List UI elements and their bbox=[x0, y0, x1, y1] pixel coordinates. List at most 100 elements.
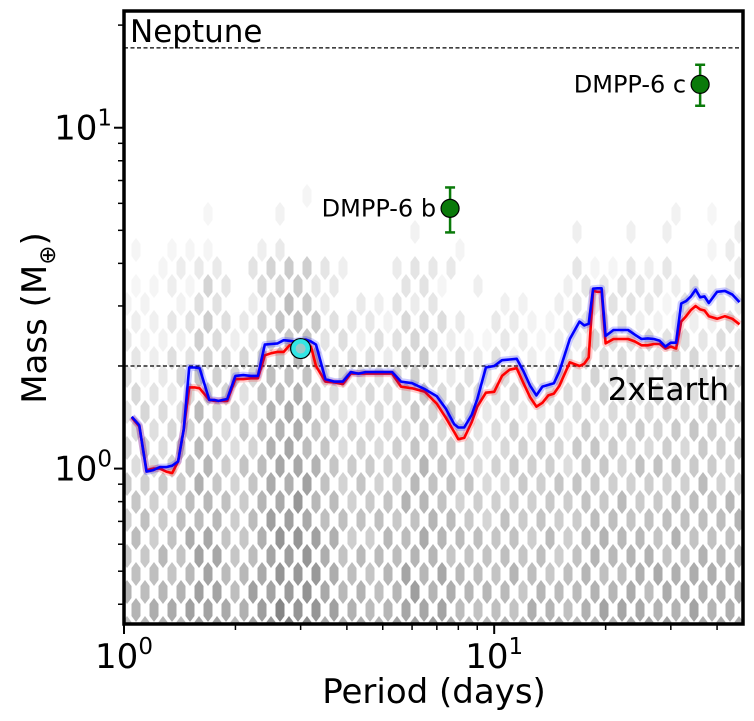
hexbin-cell bbox=[446, 544, 456, 568]
hexbin-cell bbox=[140, 580, 150, 604]
hexbin-cell bbox=[257, 310, 267, 334]
hexbin-cell bbox=[455, 598, 465, 622]
hexbin-cell bbox=[689, 310, 699, 334]
series-lines bbox=[129, 284, 743, 477]
hexbin-cell bbox=[401, 526, 411, 550]
hexbin-cell bbox=[581, 562, 591, 586]
hexbin-cell bbox=[563, 598, 573, 622]
hexbin-cell bbox=[230, 616, 240, 624]
hexbin-cell bbox=[518, 400, 528, 424]
hexbin-cell bbox=[725, 454, 735, 478]
hexbin-cell bbox=[608, 400, 618, 424]
hexbin-cell bbox=[365, 490, 375, 514]
hexbin-cell bbox=[275, 418, 285, 442]
hexbin-cell bbox=[194, 436, 204, 460]
hexbin-cell bbox=[518, 616, 528, 624]
hexbin-cell bbox=[626, 220, 636, 244]
hexbin-cell bbox=[744, 382, 753, 406]
hexbin-cell bbox=[203, 346, 213, 370]
hexbin-cell bbox=[158, 256, 168, 280]
hexbin-cell bbox=[554, 472, 564, 496]
hexbin-cell bbox=[176, 292, 186, 316]
hexbin-cell bbox=[518, 292, 528, 316]
hexbin-cell bbox=[329, 310, 339, 334]
hexbin-cell bbox=[698, 364, 708, 388]
hexbin-cell bbox=[212, 364, 222, 388]
hexbin-cell bbox=[392, 616, 402, 624]
tick-base: 10 bbox=[465, 637, 508, 677]
hexbin-cell bbox=[149, 274, 159, 298]
hexbin-cell bbox=[744, 310, 753, 334]
hexbin-cell bbox=[419, 454, 429, 478]
hexbin-cell bbox=[365, 310, 375, 334]
hexbin-cell bbox=[455, 310, 465, 334]
hexbin-cell bbox=[680, 436, 690, 460]
hexbin-cell bbox=[203, 490, 213, 514]
y-tick-label: 100 bbox=[54, 447, 112, 490]
hexbin-cell bbox=[626, 400, 636, 424]
hexbin-cell bbox=[158, 328, 168, 352]
hexbin-cell bbox=[284, 508, 294, 532]
hexbin-cell bbox=[275, 598, 285, 622]
hexbin-cell bbox=[644, 292, 654, 316]
hexbin-cell bbox=[716, 544, 726, 568]
y-tick-label: 101 bbox=[54, 106, 112, 149]
hexbin-cell bbox=[221, 346, 231, 370]
hexbin-cell bbox=[212, 544, 222, 568]
hexbin-cell bbox=[608, 364, 618, 388]
hexbin-cell bbox=[266, 580, 276, 604]
hexbin-cell bbox=[653, 382, 663, 406]
hexbin-cell bbox=[464, 364, 474, 388]
hexbin-cell bbox=[680, 472, 690, 496]
hexbin-cell bbox=[500, 400, 510, 424]
hexbin-cell bbox=[698, 400, 708, 424]
hexbin-cell bbox=[149, 454, 159, 478]
hexbin-cell bbox=[124, 292, 132, 316]
hexbin-cell bbox=[167, 238, 177, 262]
hexbin-cell bbox=[446, 364, 456, 388]
hexbin-cell bbox=[140, 364, 150, 388]
hexbin-cell bbox=[527, 382, 537, 406]
hexbin-cell bbox=[581, 310, 591, 334]
hexbin-cell bbox=[176, 580, 186, 604]
hexbin-cell bbox=[212, 436, 222, 460]
hexbin-cell bbox=[446, 580, 456, 604]
hexbin-cell bbox=[257, 274, 267, 298]
hexbin-cell bbox=[428, 472, 438, 496]
hexbin-cell bbox=[329, 382, 339, 406]
hexbin-cell bbox=[338, 580, 348, 604]
y-axis-label: Mass (M⊕) bbox=[15, 232, 61, 404]
hexbin-cell bbox=[662, 544, 672, 568]
hexbin-cell bbox=[185, 418, 195, 442]
hexbin-cell bbox=[744, 418, 753, 442]
hexbin-cell bbox=[356, 400, 366, 424]
hexbin-cell bbox=[635, 490, 645, 514]
hexbin-cell bbox=[581, 490, 591, 514]
hexbin-cell bbox=[185, 346, 195, 370]
hexbin-cell bbox=[446, 472, 456, 496]
hexbin-cell bbox=[401, 310, 411, 334]
hexbin-cell bbox=[455, 382, 465, 406]
hexbin-cell bbox=[671, 418, 681, 442]
tick-base: 10 bbox=[54, 109, 97, 149]
hexbin-cell bbox=[626, 580, 636, 604]
hexbin-cell bbox=[725, 238, 735, 262]
hexbin-cell bbox=[320, 616, 330, 624]
hexbin-cell bbox=[230, 580, 240, 604]
hexbin-cell bbox=[203, 526, 213, 550]
hexbin-cell bbox=[140, 472, 150, 496]
hexbin-cell bbox=[698, 472, 708, 496]
hexbin-cell bbox=[140, 400, 150, 424]
hexbin-cell bbox=[689, 418, 699, 442]
hexbin-cell bbox=[176, 472, 186, 496]
hexbin-cell bbox=[257, 526, 267, 550]
hexbin-cell bbox=[212, 292, 222, 316]
hexbin-cell bbox=[194, 580, 204, 604]
hexbin-cell bbox=[626, 544, 636, 568]
hexbin-cell bbox=[239, 598, 249, 622]
hexbin-cell bbox=[248, 328, 258, 352]
hexbin-cell bbox=[158, 436, 168, 460]
hexbin-cell bbox=[266, 436, 276, 460]
hexbin-cell bbox=[311, 526, 321, 550]
